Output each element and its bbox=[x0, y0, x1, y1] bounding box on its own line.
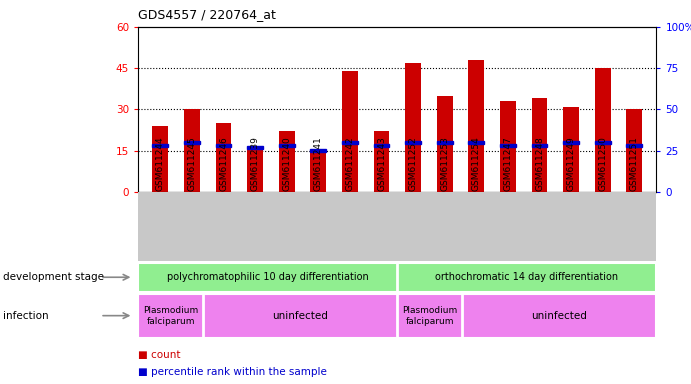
Bar bbox=[153, 144, 168, 147]
Bar bbox=[531, 144, 547, 147]
Bar bbox=[216, 144, 231, 147]
Bar bbox=[342, 71, 358, 192]
Bar bbox=[405, 141, 421, 144]
Text: uninfected: uninfected bbox=[272, 311, 328, 321]
Text: GDS4557 / 220764_at: GDS4557 / 220764_at bbox=[138, 8, 276, 21]
Bar bbox=[247, 148, 263, 192]
Bar bbox=[563, 107, 579, 192]
Text: Plasmodium
falciparum: Plasmodium falciparum bbox=[402, 306, 457, 326]
Bar bbox=[627, 144, 642, 147]
Bar bbox=[374, 131, 390, 192]
Bar bbox=[437, 141, 453, 144]
Bar bbox=[531, 98, 547, 192]
Bar bbox=[184, 109, 200, 192]
Text: infection: infection bbox=[3, 311, 49, 321]
Bar bbox=[595, 141, 611, 144]
Bar bbox=[468, 60, 484, 192]
Bar bbox=[500, 144, 515, 147]
Text: ■ count: ■ count bbox=[138, 350, 181, 360]
Bar bbox=[627, 109, 642, 192]
Bar bbox=[279, 131, 294, 192]
Bar bbox=[153, 126, 168, 192]
Bar bbox=[595, 68, 611, 192]
Bar bbox=[468, 141, 484, 144]
Bar bbox=[342, 141, 358, 144]
Text: Plasmodium
falciparum: Plasmodium falciparum bbox=[143, 306, 198, 326]
Bar bbox=[247, 146, 263, 149]
Bar bbox=[500, 101, 515, 192]
Text: development stage: development stage bbox=[3, 272, 104, 283]
Text: uninfected: uninfected bbox=[531, 311, 587, 321]
Text: orthochromatic 14 day differentiation: orthochromatic 14 day differentiation bbox=[435, 272, 618, 283]
Bar bbox=[216, 123, 231, 192]
Bar bbox=[563, 141, 579, 144]
Bar bbox=[310, 149, 326, 152]
Text: polychromatophilic 10 day differentiation: polychromatophilic 10 day differentiatio… bbox=[167, 272, 368, 283]
Bar bbox=[279, 144, 294, 147]
Text: ■ percentile rank within the sample: ■ percentile rank within the sample bbox=[138, 367, 327, 377]
Bar bbox=[437, 96, 453, 192]
Bar bbox=[310, 151, 326, 192]
Bar bbox=[184, 141, 200, 144]
Bar bbox=[374, 144, 390, 147]
Bar bbox=[405, 63, 421, 192]
